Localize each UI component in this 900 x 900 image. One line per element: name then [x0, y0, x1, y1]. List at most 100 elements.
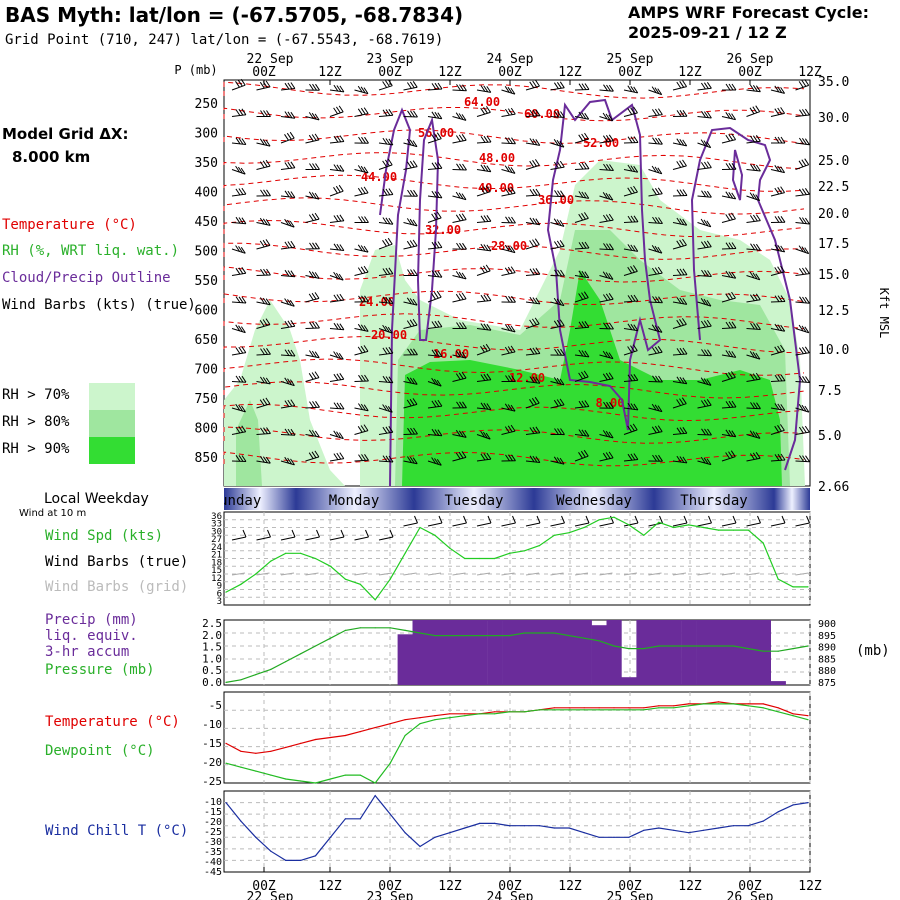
wind-barb	[770, 453, 786, 462]
wind-barb-flag	[630, 294, 636, 302]
wind-barb-flag	[725, 163, 731, 170]
wind-barb	[256, 189, 271, 197]
pressure-line-point	[255, 674, 257, 676]
surface-wind-barb-flag	[463, 515, 467, 524]
wind-barb-flag	[407, 348, 412, 356]
wind-barb-shaft	[231, 460, 247, 462]
wind-barb-flag	[364, 216, 369, 223]
wind-barb-flag	[315, 401, 320, 408]
kft-tick-label: 2.66	[818, 480, 849, 495]
wind-barb-flag	[679, 189, 685, 196]
wind-barb	[746, 372, 761, 382]
wind-barb-flag	[385, 426, 391, 434]
wind-barb-flag	[284, 269, 290, 277]
wind-barb-flag	[627, 374, 633, 382]
wind-barb-flag	[749, 430, 755, 437]
wind-barb-flag	[557, 428, 562, 435]
wind-barb	[427, 162, 443, 170]
wind-barb-shaft	[697, 404, 712, 409]
wind-barb-shaft	[231, 407, 246, 413]
wind-barb-shaft	[672, 353, 688, 356]
wind-barb-flag	[290, 270, 296, 277]
wind-barb-flag	[363, 87, 369, 94]
wind-barb-flag	[358, 295, 363, 303]
precip-bar	[397, 634, 413, 685]
wind-barb-flag	[703, 219, 709, 227]
wind-barb-flag	[382, 455, 388, 462]
wind-barb-flag	[633, 165, 639, 173]
wind-barb-shaft	[256, 222, 271, 226]
wind-barb-flag	[284, 218, 290, 226]
top-hour-label: 00Z	[378, 65, 402, 80]
wind-barb-flag	[333, 135, 339, 143]
pressure-tick-label: 300	[195, 127, 218, 142]
legend-wind-barbs-true: Wind Barbs (true)	[45, 554, 189, 570]
wind-barb	[574, 291, 589, 303]
wind-barb	[476, 323, 492, 331]
wind-barb-shaft	[550, 195, 565, 198]
wind-barb-shaft	[501, 430, 516, 435]
wind-barb-flag	[777, 453, 783, 461]
surface-wind-barb	[501, 522, 516, 527]
wind-speed-line-point	[762, 542, 764, 544]
wind-barb-shaft	[672, 274, 688, 276]
wind-barb	[427, 82, 443, 91]
wind-barb-flag	[357, 403, 363, 410]
wind-barb-flag	[241, 108, 247, 116]
wind-barb-shaft	[574, 168, 590, 170]
wind-barb-flag	[700, 298, 706, 305]
wind-barb-flag	[581, 270, 587, 278]
wind-barb-flag	[240, 167, 246, 175]
wind-barb	[648, 324, 663, 333]
wind-speed-tick: 24	[211, 543, 222, 553]
wind-barb-flag	[731, 83, 737, 91]
wind-barb-flag	[804, 425, 810, 433]
wind-barb-flag	[804, 158, 810, 165]
wind-barb-flag	[363, 424, 369, 431]
wind-barb-flag	[483, 135, 489, 143]
wind-barb-flag	[265, 318, 271, 325]
temperature-contour-label: 28.00	[491, 239, 527, 253]
wind-barb-shaft	[623, 270, 638, 276]
wind-barb-flag	[706, 458, 712, 465]
wind-barb-shaft	[770, 192, 785, 197]
wind-barb-flag	[238, 346, 244, 354]
wind-barb-flag	[630, 107, 636, 114]
wind-barb-flag	[728, 321, 734, 329]
wind-barb-flag	[235, 109, 241, 116]
wind-barb	[648, 266, 663, 276]
wind-barb-flag	[658, 296, 663, 303]
wind-barb-shaft	[770, 407, 785, 411]
wind-speed-line-point	[300, 552, 302, 554]
wind-barb-flag	[655, 375, 660, 383]
wind-speed-tick: 27	[211, 535, 222, 545]
wind-barb-flag	[609, 164, 614, 171]
wind-barb	[403, 398, 418, 409]
legend-rh90-swatch	[89, 437, 135, 464]
wind-barb	[256, 80, 271, 91]
wind-barb-flag	[627, 453, 633, 461]
temperature-line-point	[538, 709, 541, 711]
wind-barb-shaft	[452, 434, 467, 438]
wind-barb-shaft	[623, 248, 638, 252]
wind-barb-flag	[308, 452, 314, 459]
bottom-hour-label: 12Z	[678, 879, 702, 894]
pressure-line-point	[344, 629, 346, 632]
wind-barb-flag	[505, 454, 510, 462]
surface-wind-barb-flag	[659, 515, 663, 524]
wind-barb-flag	[731, 430, 737, 437]
surface-wind-barb-flag	[683, 515, 688, 524]
wind-barb-flag	[287, 399, 293, 407]
wind-barb-flag	[338, 105, 344, 113]
wind-barb-shaft	[305, 354, 320, 359]
dewpoint-line-point	[479, 713, 481, 715]
wind-barb-flag	[434, 349, 440, 357]
windchill-line-point	[225, 802, 227, 804]
wind-barb-flag	[578, 349, 584, 357]
wind-barb-shaft	[599, 169, 614, 171]
wind-barb	[378, 426, 394, 435]
temperature-contour-label: 12.00	[509, 371, 545, 385]
wind-barb-shaft	[648, 89, 662, 96]
wind-barb	[476, 402, 492, 410]
temperature-line-point	[494, 711, 496, 713]
